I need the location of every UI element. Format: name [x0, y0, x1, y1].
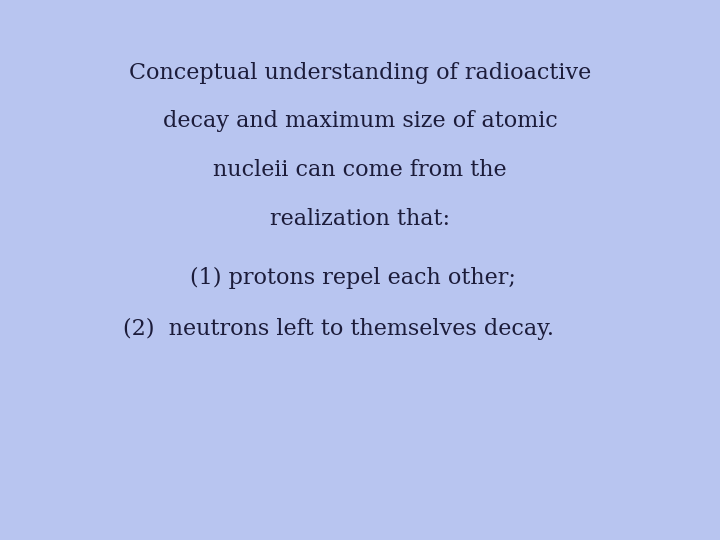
Text: decay and maximum size of atomic: decay and maximum size of atomic [163, 111, 557, 132]
Text: nucleii can come from the: nucleii can come from the [213, 159, 507, 181]
Text: realization that:: realization that: [270, 208, 450, 230]
Text: (1) protons repel each other;: (1) protons repel each other; [190, 267, 516, 289]
Text: (2)  neutrons left to themselves decay.: (2) neutrons left to themselves decay. [123, 319, 554, 340]
Text: Conceptual understanding of radioactive: Conceptual understanding of radioactive [129, 62, 591, 84]
